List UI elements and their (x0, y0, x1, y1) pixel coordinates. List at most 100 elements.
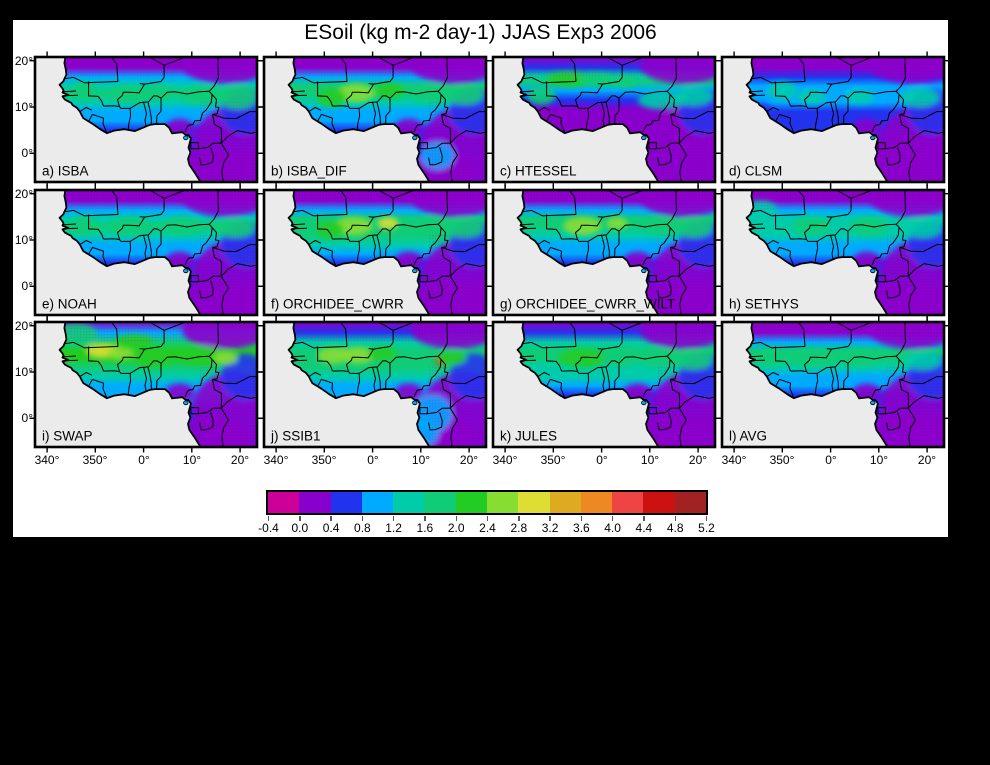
country-border (190, 275, 222, 283)
country-border (129, 95, 162, 109)
country-border (211, 94, 220, 115)
colorbar-tick (392, 516, 395, 521)
country-border (220, 275, 230, 315)
country-border (419, 275, 451, 283)
country-border (437, 90, 442, 95)
lon-tick-label: 10° (182, 453, 202, 467)
country-border (574, 216, 604, 240)
coastline (287, 322, 431, 447)
colorbar-tick-label: 5.2 (698, 521, 715, 535)
country-border (220, 395, 257, 409)
country-border (670, 379, 681, 409)
atlantic-ocean (493, 322, 659, 447)
country-border (899, 111, 944, 120)
country-border (345, 348, 375, 372)
country-border (521, 223, 535, 226)
country-border (392, 190, 415, 199)
country-border (751, 209, 806, 217)
colorbar-tick (455, 516, 457, 521)
country-border (789, 118, 795, 134)
country-border (63, 355, 77, 358)
country-border (749, 227, 766, 230)
country-border (220, 142, 230, 182)
country-border (127, 108, 132, 130)
map-panel-NOAH: e) NOAH (29, 184, 263, 321)
country-border (642, 227, 671, 266)
lat-tick-label: 0° (21, 146, 33, 160)
country-border (308, 239, 322, 246)
country-border (587, 228, 620, 242)
country-border (907, 395, 944, 409)
coastline (58, 190, 202, 315)
country-border (750, 223, 764, 226)
country-border (834, 366, 839, 390)
country-border (212, 247, 223, 277)
country-border (775, 214, 791, 240)
colorbar-tick (267, 516, 270, 521)
country-border (449, 263, 486, 277)
country-border (550, 113, 562, 119)
atlantic-ocean (722, 190, 888, 315)
country-border (139, 322, 165, 350)
lon-tick-label: 0° (596, 453, 608, 467)
atlantic-ocean (493, 57, 659, 182)
lon-tick-label: 20° (688, 453, 708, 467)
lon-tick-label: 20° (230, 453, 250, 467)
country-border (129, 360, 162, 374)
country-border (437, 57, 448, 92)
country-border (766, 239, 780, 246)
country-border (520, 359, 537, 362)
lat-tick-label: 10° (14, 233, 33, 247)
country-border (184, 227, 213, 266)
country-border (63, 223, 77, 226)
country-border (779, 113, 791, 119)
country-border (618, 355, 668, 364)
lon-tick-label: 10° (640, 453, 660, 467)
country-border (419, 275, 428, 283)
country-border (666, 90, 671, 95)
country-border (568, 322, 577, 347)
colorbar-tick-label: -0.4 (258, 521, 279, 535)
country-border (292, 355, 306, 358)
country-border (208, 322, 219, 357)
country-border (670, 247, 681, 277)
bioko-island (183, 400, 189, 406)
country-border (110, 57, 119, 82)
country-border (605, 234, 610, 258)
country-border (666, 190, 677, 225)
colorbar-tick (361, 516, 364, 521)
country-border (546, 114, 551, 122)
country-border (208, 355, 213, 360)
map-panel-SETHYS: h) SETHYS (716, 184, 950, 321)
country-border (110, 322, 119, 347)
country-border (212, 376, 257, 385)
colorbar-segment (268, 492, 300, 513)
country-border (441, 114, 452, 144)
country-border (574, 348, 604, 372)
country-border (419, 142, 451, 150)
map-panel-JULES: k) JULES (487, 316, 721, 453)
country-border (585, 241, 590, 263)
country-border (597, 322, 623, 350)
country-border (190, 407, 222, 415)
lat-tick-label: 0° (21, 279, 33, 293)
country-border (678, 395, 715, 409)
country-border (413, 94, 442, 133)
country-border (657, 147, 672, 166)
map-panel-ISBA_DIF: b) ISBA_DIF (258, 51, 492, 188)
panel-label: e) NOAH (42, 297, 97, 312)
country-border (331, 251, 337, 267)
country-border (750, 90, 764, 93)
country-border (886, 280, 901, 299)
country-border (88, 346, 104, 372)
country-border (605, 366, 610, 390)
colorbar-tick (299, 516, 301, 521)
map-panel-SWAP: i) SWAP (29, 316, 263, 453)
country-border (775, 247, 780, 255)
country-border (345, 83, 375, 107)
country-border (775, 379, 780, 387)
country-border (190, 407, 199, 415)
colorbar-tick (580, 516, 583, 521)
country-border (766, 371, 780, 378)
country-border (597, 101, 606, 127)
